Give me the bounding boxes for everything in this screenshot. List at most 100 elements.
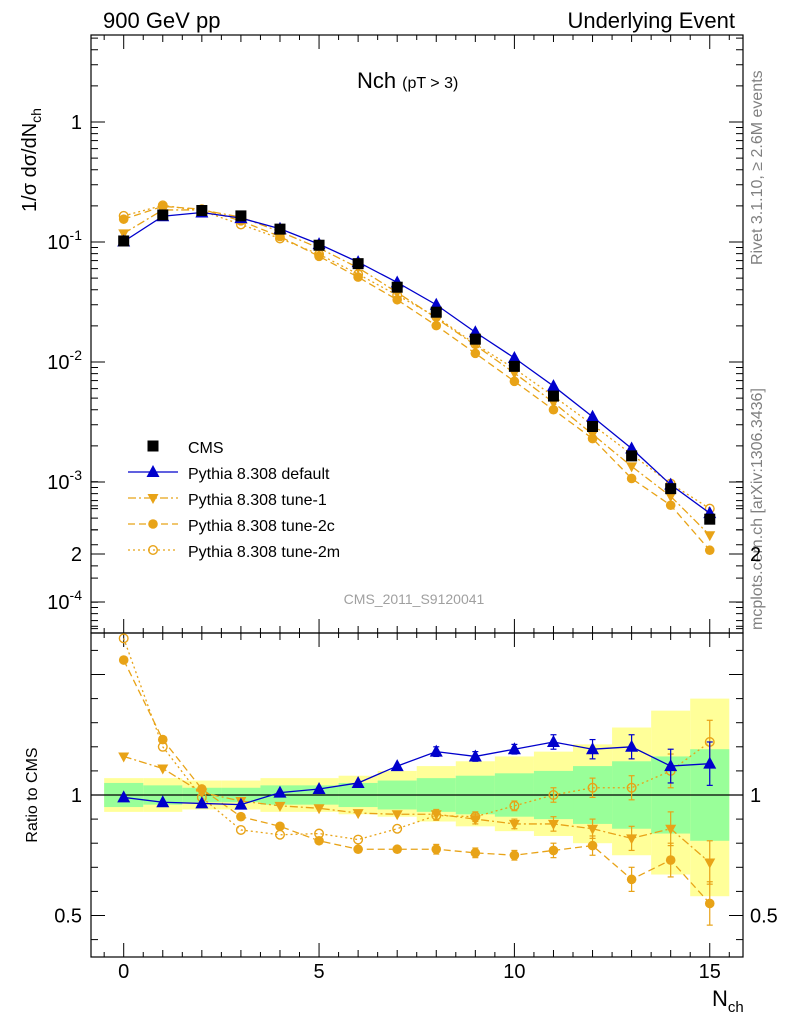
ratio-point bbox=[196, 788, 208, 799]
ratio-point bbox=[235, 824, 246, 835]
ratio-point bbox=[157, 764, 169, 775]
ratio-point bbox=[429, 744, 443, 757]
ratio-series-line bbox=[123, 659, 711, 904]
main-point bbox=[430, 306, 442, 318]
main-point bbox=[391, 281, 403, 293]
ratio-point bbox=[236, 811, 246, 822]
ratio-point bbox=[586, 742, 600, 755]
ratio-point bbox=[546, 734, 560, 747]
ratio-point bbox=[273, 785, 287, 798]
main-point bbox=[626, 473, 637, 484]
ratio-series-2 bbox=[118, 655, 715, 926]
header-right: Underlying Event bbox=[567, 8, 735, 33]
ratio-series-0 bbox=[117, 734, 717, 810]
ratio-point bbox=[507, 742, 521, 755]
y-tick-label-exp: -3 bbox=[70, 467, 83, 483]
ratio-series-1 bbox=[118, 752, 716, 885]
legend: CMS Pythia 8.308 default Pythia 8.308 tu… bbox=[188, 440, 340, 561]
main-point bbox=[547, 390, 559, 402]
ratio-point bbox=[626, 874, 637, 885]
ratio-point bbox=[392, 844, 402, 855]
main-point bbox=[274, 223, 286, 235]
ratio-ylabel: Ratio to CMS bbox=[24, 747, 41, 842]
main-point bbox=[508, 360, 520, 372]
main-ylabel-sub: ch bbox=[28, 108, 44, 123]
y-tick-label-exp: -1 bbox=[70, 227, 83, 243]
main-point bbox=[626, 450, 638, 462]
main-point bbox=[118, 235, 130, 247]
ratio-point bbox=[626, 782, 637, 793]
ratio-point bbox=[391, 810, 403, 821]
y-tick-label: 10-3 bbox=[47, 467, 82, 494]
y-tick-label-exp: -4 bbox=[70, 587, 83, 603]
ratio-point bbox=[664, 759, 678, 772]
ratio-point bbox=[117, 790, 131, 803]
ratio-xlabel: Nch bbox=[712, 986, 744, 1016]
ratio-point bbox=[275, 821, 285, 832]
ratio-point bbox=[118, 752, 130, 763]
ratio-point bbox=[468, 749, 482, 762]
ratio-point bbox=[352, 809, 364, 820]
ratio-point bbox=[509, 800, 520, 811]
legend-label-tune2c: Pythia 8.308 tune-2c bbox=[188, 518, 335, 535]
ratio-point bbox=[392, 823, 403, 834]
ratio-point bbox=[509, 850, 520, 861]
legend-marker bbox=[147, 440, 159, 452]
main-series-line bbox=[123, 211, 711, 514]
ratio-point bbox=[353, 844, 363, 855]
ratio-y-tick-label-right: 0.5 bbox=[750, 906, 778, 928]
ratio-point bbox=[587, 840, 598, 851]
ratio-point bbox=[313, 804, 325, 815]
ratio-point bbox=[234, 797, 248, 810]
legend-marker bbox=[146, 465, 160, 477]
ratio-point bbox=[118, 655, 129, 665]
main-point bbox=[352, 258, 364, 270]
header-left: 900 GeV pp bbox=[103, 8, 220, 33]
main-point bbox=[196, 205, 208, 217]
main-point bbox=[313, 239, 325, 251]
x-tick-label: 15 bbox=[699, 961, 721, 983]
y-tick-label: 10-4 bbox=[47, 587, 82, 614]
x-tick-label: 5 bbox=[313, 961, 324, 983]
ratio-point bbox=[390, 759, 404, 772]
ratio-y-tick-label: 0.5 bbox=[54, 906, 82, 928]
ratio-point bbox=[665, 855, 676, 865]
ratio-y-tick-label-right: 2 bbox=[750, 544, 761, 566]
x-tick-label: 10 bbox=[503, 961, 525, 983]
ratio-y-tick-label: 1 bbox=[71, 785, 82, 807]
main-point bbox=[626, 462, 638, 473]
main-point bbox=[507, 350, 521, 363]
plot-title-sub: (pT > 3) bbox=[402, 75, 458, 92]
y-tick-label: 1 bbox=[71, 112, 82, 134]
main-ylabel: 1/σ dσ/dNch bbox=[19, 108, 44, 212]
legend-label-default: Pythia 8.308 default bbox=[188, 466, 330, 483]
ratio-y-tick-label: 2 bbox=[71, 544, 82, 566]
main-series-2 bbox=[118, 205, 716, 542]
ratio-point bbox=[626, 834, 638, 845]
mcplots-label: mcplots.cern.ch [arXiv:1306.3436] bbox=[749, 388, 766, 630]
y-tick-label-base: 10 bbox=[47, 472, 69, 494]
main-point bbox=[118, 229, 130, 240]
plot-title: Nch (pT > 3) bbox=[357, 68, 458, 93]
y-tick-label: 10-2 bbox=[47, 347, 82, 374]
main-point bbox=[587, 421, 599, 433]
y-tick-label-base: 10 bbox=[47, 592, 69, 614]
ratio-point bbox=[431, 844, 442, 855]
rivet-label: Rivet 3.1.10, ≥ 2.6M events bbox=[749, 70, 766, 265]
main-series-line bbox=[123, 204, 711, 510]
y-tick-label-base: 10 bbox=[47, 352, 69, 374]
ratio-point bbox=[353, 834, 364, 845]
legend-label-tune1: Pythia 8.308 tune-1 bbox=[188, 492, 327, 509]
ratio-point bbox=[508, 819, 520, 830]
ratio-point bbox=[430, 810, 442, 821]
ratio-point bbox=[195, 796, 209, 809]
ratio-point bbox=[587, 824, 599, 835]
y-tick-label-exp: -2 bbox=[70, 347, 83, 363]
main-point bbox=[704, 545, 715, 556]
main-point bbox=[665, 492, 677, 503]
plot-title-main: Nch bbox=[357, 68, 396, 93]
ratio-point bbox=[547, 819, 559, 830]
main-series-0 bbox=[118, 205, 716, 525]
main-point bbox=[392, 294, 402, 305]
